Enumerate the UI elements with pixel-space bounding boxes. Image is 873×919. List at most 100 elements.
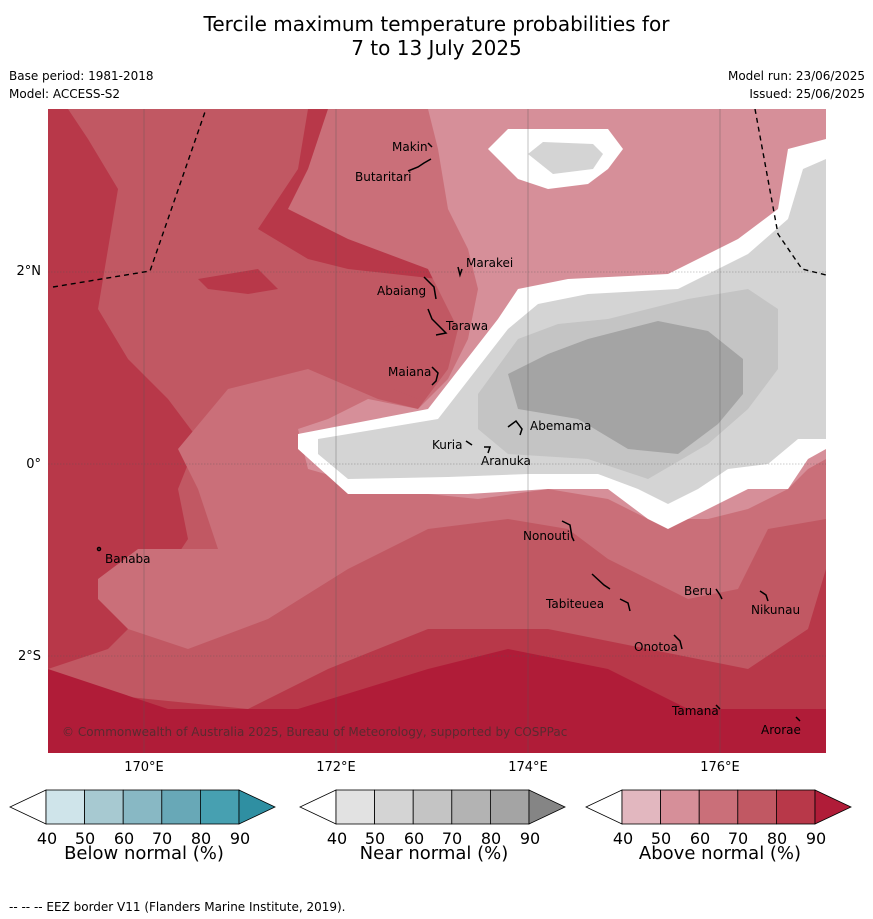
zone-near-50-north <box>528 142 603 174</box>
island-onotoa <box>673 634 683 650</box>
model-run: Model run: 23/06/2025 <box>727 69 865 83</box>
island-kuria <box>465 440 473 446</box>
map-panel: Makin Butaritari Marakei Abaiang Tarawa … <box>48 109 826 753</box>
gridlines <box>48 109 826 753</box>
label-nonouti: Nonouti <box>523 529 570 543</box>
cbar-below-tick: 40 <box>36 829 58 848</box>
label-maiana: Maiana <box>388 365 431 379</box>
place-labels: Makin Butaritari Marakei Abaiang Tarawa … <box>105 140 801 737</box>
island-makin <box>427 142 433 148</box>
colorbar-above-normal: 40 50 60 70 80 90 Above normal (%) <box>584 789 856 869</box>
label-onotoa: Onotoa <box>634 640 678 654</box>
colorbar-high-extend <box>814 789 852 825</box>
colorbar-swatch <box>775 789 816 825</box>
label-banaba: Banaba <box>105 552 151 566</box>
island-nonouti <box>561 520 575 542</box>
model-name: Model: ACCESS-S2 <box>9 87 121 101</box>
island-maiana <box>431 366 439 386</box>
lon-label-176e: 176°E <box>700 760 740 775</box>
colorbar-swatch <box>489 789 530 825</box>
issued-date: Issued: 25/06/2025 <box>749 87 865 101</box>
colorbar-above-svg <box>585 789 852 825</box>
label-tamana: Tamana <box>671 704 719 718</box>
island-arorae <box>795 716 801 722</box>
colorbar-swatch <box>84 789 124 825</box>
eez-border <box>52 109 826 288</box>
meta-left: Base period: 1981-2018 Model: ACCESS-S2 <box>9 67 154 103</box>
label-abaiang: Abaiang <box>377 284 426 298</box>
colorbar-swatch <box>621 789 661 825</box>
colorbar-near-normal: 40 50 60 70 80 90 Near normal (%) <box>298 789 570 869</box>
title-line-2: 7 to 13 July 2025 <box>351 36 522 60</box>
colorbar-below-normal: 40 50 60 70 80 90 Below normal (%) <box>8 789 280 869</box>
island-marakei <box>457 266 463 278</box>
colorbar-swatch <box>161 789 201 825</box>
cbar-below-tick: 50 <box>74 829 96 848</box>
label-aranuka: Aranuka <box>481 454 531 468</box>
cbar-above-tick: 50 <box>650 829 672 848</box>
cbar-below-tick: 70 <box>151 829 173 848</box>
colorbar-high-extend <box>238 789 276 825</box>
zone-above-80-patch-tarawa <box>383 319 443 399</box>
zone-near-70 <box>508 321 743 454</box>
island-beru <box>715 588 723 600</box>
cbar-below-label: Below normal (%) <box>64 843 224 864</box>
colorbar-high-extend <box>528 789 566 825</box>
colorbar-swatch <box>374 789 414 825</box>
lat-label-0: 0° <box>26 457 41 472</box>
colorbar-low-extend <box>9 789 47 825</box>
cbar-near-tick: 40 <box>326 829 348 848</box>
cbar-near-tick: 50 <box>364 829 386 848</box>
colorbar-below-svg <box>9 789 276 825</box>
title-line-1: Tercile maximum temperature probabilitie… <box>203 12 670 36</box>
colorbar-swatch <box>45 789 85 825</box>
zone-above-90-patch <box>48 649 826 753</box>
colorbar-swatch <box>122 789 163 825</box>
map-title: Tercile maximum temperature probabilitie… <box>0 12 873 60</box>
island-tabiteuea-north <box>591 573 611 590</box>
label-nikunau: Nikunau <box>751 603 800 617</box>
island-aranuka <box>484 446 492 454</box>
lon-label-172e: 172°E <box>316 760 356 775</box>
eez-border-east <box>754 109 826 276</box>
cbar-above-tick: 80 <box>766 829 788 848</box>
label-tarawa: Tarawa <box>445 319 488 333</box>
zone-above-80-patch-west <box>198 269 278 294</box>
lat-label-2s: 2°S <box>17 649 41 664</box>
colorbar-low-extend <box>585 789 623 825</box>
lat-label-2n: 2°N <box>16 264 42 279</box>
lon-label-170e: 170°E <box>124 760 164 775</box>
colorbar-low-extend <box>299 789 337 825</box>
island-tamana <box>715 704 721 710</box>
island-tabiteuea-south <box>619 598 631 612</box>
label-marakei: Marakei <box>466 256 513 270</box>
island-abaiang <box>423 276 437 300</box>
island-nikunau <box>759 590 769 602</box>
island-tarawa <box>427 308 448 336</box>
label-tabiteuea: Tabiteuea <box>545 597 604 611</box>
cbar-below-tick: 80 <box>190 829 212 848</box>
cbar-above-tick: 40 <box>612 829 634 848</box>
map-svg: Makin Butaritari Marakei Abaiang Tarawa … <box>48 109 826 753</box>
meta-right: Model run: 23/06/2025 Issued: 25/06/2025 <box>728 67 865 103</box>
colorbar-swatch <box>660 789 700 825</box>
label-beru: Beru <box>684 584 712 598</box>
cbar-above-tick: 60 <box>689 829 711 848</box>
islands <box>96 142 801 722</box>
island-abemama <box>507 419 523 436</box>
label-butaritari: Butaritari <box>355 170 412 184</box>
colorbar-near-svg <box>299 789 566 825</box>
colorbar-swatch <box>737 789 777 825</box>
lon-label-174e: 174°E <box>508 760 548 775</box>
cbar-below-tick: 90 <box>229 829 251 848</box>
colorbar-swatch <box>451 789 491 825</box>
cbar-above-label: Above normal (%) <box>638 843 802 864</box>
cbar-near-tick: 60 <box>403 829 425 848</box>
cbar-above-tick: 70 <box>727 829 749 848</box>
base-period: Base period: 1981-2018 <box>9 69 154 83</box>
cbar-near-tick: 90 <box>519 829 541 848</box>
label-makin: Makin <box>392 140 428 154</box>
label-arorae: Arorae <box>761 723 801 737</box>
cbar-above-tick: 90 <box>805 829 827 848</box>
colorbar-swatch <box>698 789 739 825</box>
